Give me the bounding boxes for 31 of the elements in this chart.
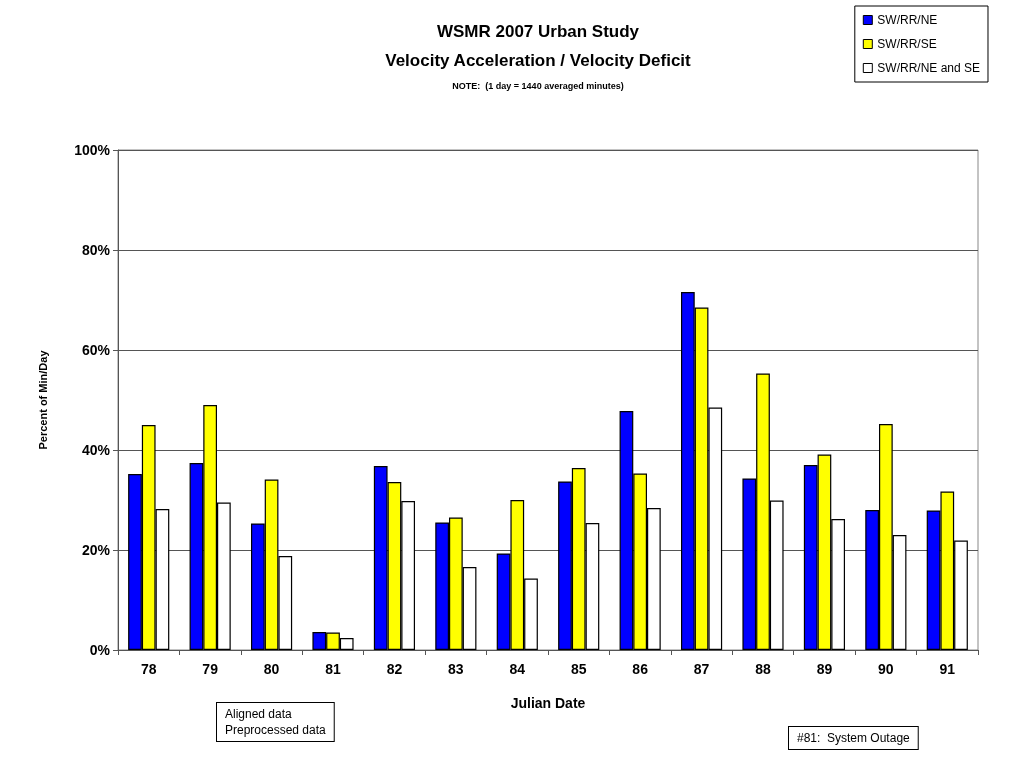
x-tick-label: 86 [632,661,649,677]
text: #81: System Outage [797,731,911,745]
x-axis-title: Julian Date [510,695,586,711]
x-tick-label: 78 [140,661,157,677]
legend-label: SW/RR/NE [877,13,938,27]
chart-title: WSMR 2007 Urban Study [436,22,640,41]
y-tick-label: 100% [74,142,111,158]
y-tick-label: 80% [81,242,111,258]
x-tick-label: 91 [939,661,956,677]
x-tick-label: 81 [325,661,341,677]
y-tick-label: 20% [81,542,111,558]
x-tick-label: 82 [386,661,403,677]
y-tick-label: 40% [81,442,111,458]
y-tick-label: 0% [89,642,111,658]
x-tick-label: 84 [509,661,526,677]
x-tick-label: 83 [448,661,464,677]
x-tick-label: 89 [816,661,833,677]
x-tick-label: 80 [263,661,280,677]
text: Aligned data [225,707,293,721]
text: NOTE: (1 day = 1440 averaged minutes) [452,80,624,91]
legend-label: SW/RR/NE and SE [877,61,981,75]
x-tick-label: 88 [755,661,771,677]
y-axis-title: Percent of Min/Day [36,349,49,450]
x-tick-label: 87 [693,661,710,677]
x-tick-label: 90 [878,661,894,677]
y-tick-label: 60% [81,342,111,358]
x-tick-label: 79 [202,661,219,677]
text: Preprocessed data [225,723,327,737]
legend-label: SW/RR/SE [877,37,937,51]
chart-subtitle: Velocity Acceleration / Velocity Deficit [385,51,692,70]
x-tick-label: 85 [570,661,587,677]
